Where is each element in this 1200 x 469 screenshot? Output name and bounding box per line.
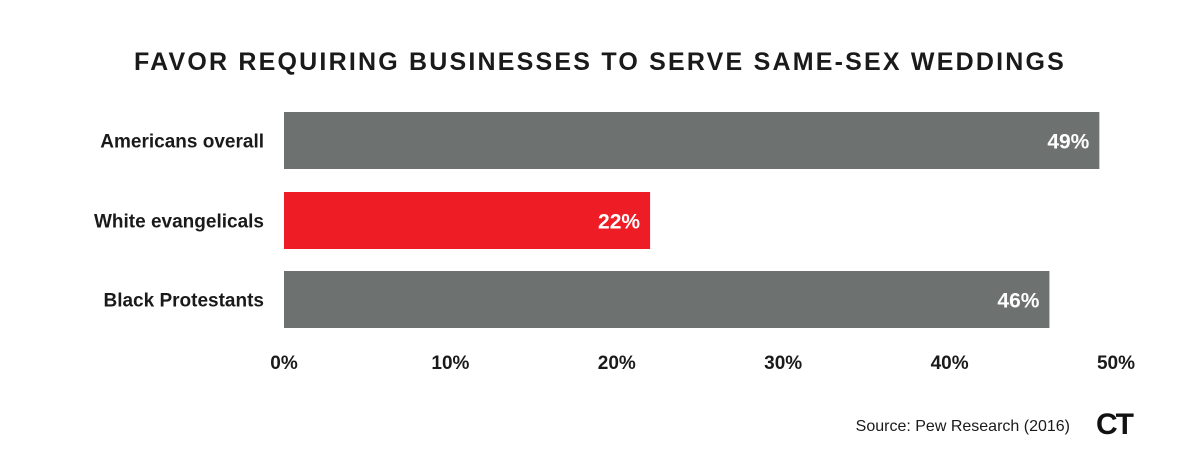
- category-labels: Americans overall White evangelicals Black…: [94, 132, 264, 312]
- data-label-1: 22%: [598, 211, 640, 234]
- category-label-2: Black Protestants: [103, 291, 264, 312]
- x-tick-label-2: 20%: [598, 353, 636, 374]
- data-label-0: 49%: [1047, 131, 1089, 154]
- x-tick-label-4: 40%: [931, 353, 969, 374]
- bar-2: [284, 271, 1050, 328]
- bar-1: [284, 192, 651, 249]
- x-tick-label-0: 0%: [270, 353, 298, 374]
- category-label-1: White evangelicals: [94, 212, 264, 233]
- ct-logo: CT: [1096, 408, 1134, 441]
- x-tick-label-1: 10%: [431, 353, 469, 374]
- category-label-0: Americans overall: [100, 132, 264, 153]
- data-label-2: 46%: [997, 290, 1039, 313]
- source-note: Source: Pew Research (2016): [856, 418, 1070, 435]
- data-labels: 49% 22% 46%: [598, 131, 1090, 313]
- x-axis-ticks: 0% 10% 20% 30% 40% 50%: [270, 353, 1135, 374]
- bar-0: [284, 112, 1100, 169]
- x-tick-label-3: 30%: [764, 353, 802, 374]
- x-tick-label-5: 50%: [1097, 353, 1135, 374]
- chart-title: FAVOR REQUIRING BUSINESSES TO SERVE SAME…: [134, 48, 1066, 76]
- bars-layer: [284, 112, 1100, 328]
